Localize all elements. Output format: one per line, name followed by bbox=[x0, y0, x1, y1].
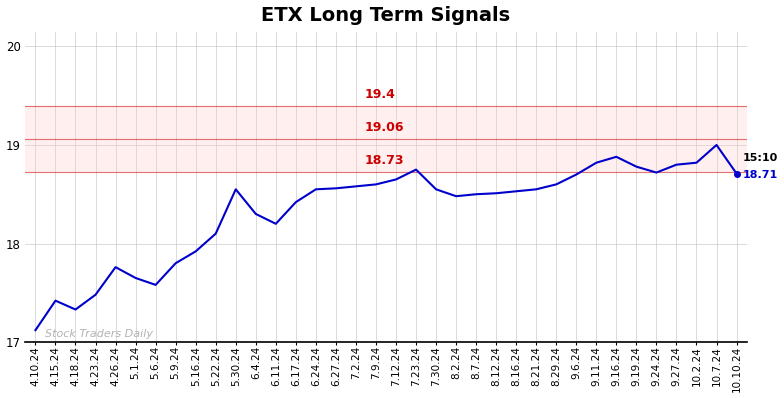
Text: 19.4: 19.4 bbox=[365, 88, 396, 101]
Text: 18.73: 18.73 bbox=[365, 154, 405, 167]
Bar bbox=[25, 105, 746, 172]
Text: 19.06: 19.06 bbox=[365, 121, 405, 134]
Text: Stock Traders Daily: Stock Traders Daily bbox=[45, 329, 154, 339]
Text: 15:10: 15:10 bbox=[742, 153, 778, 163]
Text: 18.71: 18.71 bbox=[742, 170, 778, 180]
Title: ETX Long Term Signals: ETX Long Term Signals bbox=[261, 6, 510, 25]
